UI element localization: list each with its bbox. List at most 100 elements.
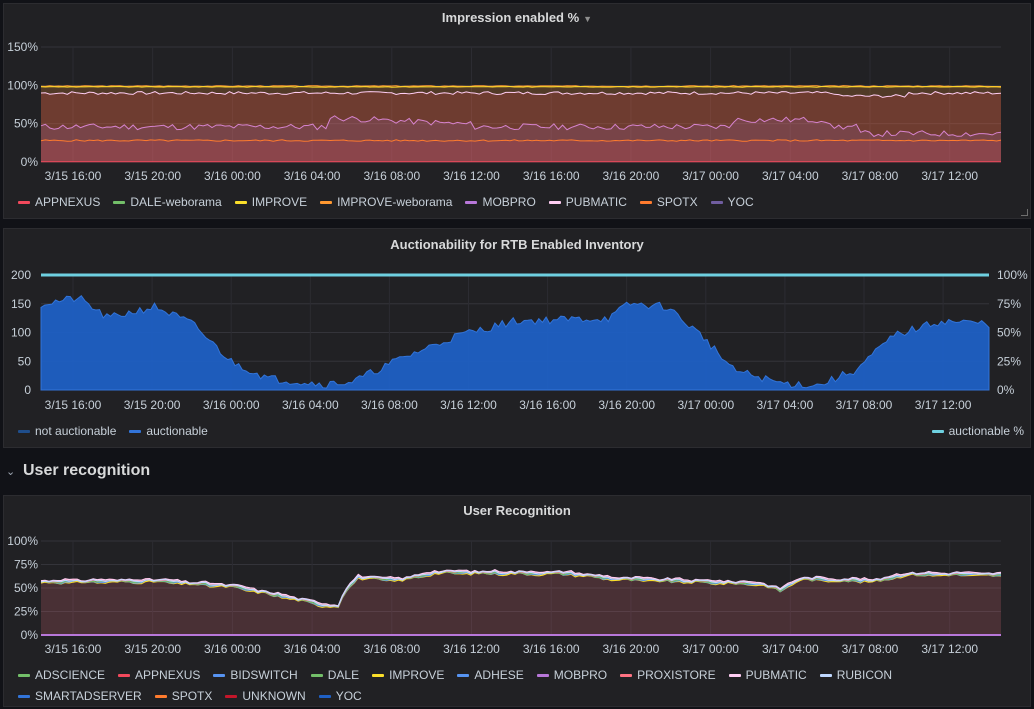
legend-item-yoc[interactable]: YOC xyxy=(710,195,754,209)
legend-swatch xyxy=(154,694,167,698)
y-tick-label: 25% xyxy=(997,354,1021,368)
auctionable-area xyxy=(40,294,990,391)
legend-item-improve[interactable]: IMPROVE xyxy=(372,668,444,682)
legend-swatch xyxy=(536,673,549,677)
legend-label: SPOTX xyxy=(656,195,698,209)
auctionability-legend-right: auctionable % xyxy=(931,424,1024,438)
x-tick-label: 3/16 08:00 xyxy=(363,169,420,183)
legend-item-pubmatic[interactable]: PUBMATIC xyxy=(548,195,627,209)
legend-swatch xyxy=(548,200,561,204)
legend-label: MOBPRO xyxy=(482,195,536,209)
x-tick-label: 3/17 12:00 xyxy=(921,642,978,656)
impression-legend: APPNEXUS DALE-weborama IMPROVE IMPROVE-webo… xyxy=(18,195,1018,209)
y-tick-label: 75% xyxy=(14,558,38,572)
impression-chart: 150% 100% 50% 0% 3/15 16:00 3/15 20:00 3/16 0… xyxy=(7,40,1002,183)
legend-label: APPNEXUS xyxy=(135,668,201,682)
chevron-down-icon[interactable]: ▼ xyxy=(583,14,593,24)
rubicon-line xyxy=(40,570,1001,607)
spotx-line xyxy=(40,139,1002,142)
x-tick-label: 3/16 16:00 xyxy=(523,169,580,183)
auctionability-legend: not auctionable auctionable xyxy=(18,424,208,438)
x-tick-label: 3/17 12:00 xyxy=(921,169,978,183)
legend-label: MOBPRO xyxy=(553,668,608,682)
legend-item-auctionable[interactable]: auctionable xyxy=(129,424,208,438)
panel-resize-handle[interactable] xyxy=(1021,209,1028,216)
legend-item-improve-weborama[interactable]: IMPROVE-weborama xyxy=(320,195,452,209)
legend-item-appnexus[interactable]: APPNEXUS xyxy=(118,668,200,682)
legend-item-spotx[interactable]: SPOTX xyxy=(639,195,698,209)
legend-item-adhese[interactable]: ADHESE xyxy=(457,668,524,682)
legend-item-unknown[interactable]: UNKNOWN xyxy=(225,689,306,703)
impression-panel: Impression enabled % ▼ 150% 100% 50% 0% 3/15… xyxy=(3,3,1031,219)
legend-item-mobpro[interactable]: MOBPRO xyxy=(536,668,608,682)
appnexus-area xyxy=(41,139,1001,162)
legend-swatch xyxy=(310,673,323,677)
legend-label: APPNEXUS xyxy=(35,195,101,209)
legend-swatch xyxy=(213,673,226,677)
legend-label: YOC xyxy=(727,195,754,209)
legend-swatch xyxy=(639,200,652,204)
legend-swatch xyxy=(620,673,633,677)
x-tick-label: 3/16 00:00 xyxy=(203,398,260,412)
user-recognition-legend: ADSCIENCE APPNEXUS BIDSWITCH DALE IMPROVE ADH… xyxy=(18,668,1018,703)
legend-item-adscience[interactable]: ADSCIENCE xyxy=(18,668,105,682)
legend-item-dale-weborama[interactable]: DALE-weborama xyxy=(113,195,222,209)
legend-label: DALE-weborama xyxy=(130,195,222,209)
y-tick-label: 50% xyxy=(997,326,1021,340)
legend-label: PUBMATIC xyxy=(745,668,807,682)
x-tick-label: 3/17 04:00 xyxy=(762,642,819,656)
legend-swatch xyxy=(457,673,470,677)
legend-item-auctionable %[interactable]: auctionable % xyxy=(931,424,1024,438)
auctionability-panel-title[interactable]: Auctionability for RTB Enabled Inventory xyxy=(390,237,644,252)
x-tick-label: 3/16 16:00 xyxy=(523,642,580,656)
legend-item-mobpro[interactable]: MOBPRO xyxy=(465,195,536,209)
y-tick-label: 200 xyxy=(11,268,31,282)
legend-swatch xyxy=(18,694,30,698)
legend-item-dale[interactable]: DALE xyxy=(310,668,359,682)
legend-label: PUBMATIC xyxy=(565,195,627,209)
legend-item-spotx[interactable]: SPOTX xyxy=(154,689,213,703)
y-tick-label: 75% xyxy=(997,297,1021,311)
legend-swatch xyxy=(129,429,142,433)
legend-swatch xyxy=(318,694,331,698)
y-tick-label: 100 xyxy=(11,326,31,340)
y-tick-label: 50% xyxy=(14,117,38,131)
legend-item-proxistore[interactable]: PROXISTORE xyxy=(620,668,716,682)
legend-swatch xyxy=(113,200,126,204)
legend-item-bidswitch[interactable]: BIDSWITCH xyxy=(213,668,298,682)
legend-item-rubicon[interactable]: RUBICON xyxy=(819,668,892,682)
legend-swatch xyxy=(118,673,131,677)
y-tick-label: 0% xyxy=(21,628,39,642)
legend-item-improve[interactable]: IMPROVE xyxy=(234,195,308,209)
user-recognition-panel-title[interactable]: User Recognition xyxy=(463,503,571,518)
legend-item-yoc[interactable]: YOC xyxy=(318,689,362,703)
x-tick-label: 3/15 20:00 xyxy=(124,169,181,183)
x-tick-label: 3/17 04:00 xyxy=(762,169,819,183)
legend-item-smartadserver[interactable]: SMARTADSERVER xyxy=(18,689,142,703)
improve-line xyxy=(40,86,1002,88)
legend-swatch xyxy=(728,673,741,677)
mobpro-area xyxy=(41,115,1001,162)
legend-label: SPOTX xyxy=(171,689,213,703)
legend-swatch xyxy=(18,429,30,433)
row-header-user-recognition[interactable]: ⌄ User recognition xyxy=(0,455,1034,491)
auctionability-panel: Auctionability for RTB Enabled Inventory… xyxy=(3,228,1031,448)
impression-panel-title[interactable]: Impression enabled % ▼ xyxy=(441,10,593,25)
chevron-down-icon[interactable]: ⌄ xyxy=(6,466,16,478)
legend-item-appnexus[interactable]: APPNEXUS xyxy=(18,195,100,209)
x-tick-label: 3/17 04:00 xyxy=(757,398,814,412)
y-tick-label: 25% xyxy=(14,605,38,619)
x-tick-label: 3/16 20:00 xyxy=(603,642,660,656)
legend-label: auctionable xyxy=(146,424,208,438)
legend-label: ADSCIENCE xyxy=(35,668,106,682)
y-tick-label: 150 xyxy=(11,297,31,311)
x-tick-label: 3/16 12:00 xyxy=(443,169,500,183)
legend-item-not auctionable[interactable]: not auctionable xyxy=(18,424,116,438)
legend-swatch xyxy=(819,673,832,677)
x-tick-label: 3/15 16:00 xyxy=(45,398,102,412)
legend-item-pubmatic[interactable]: PUBMATIC xyxy=(728,668,807,682)
legend-label: IMPROVE xyxy=(251,195,308,209)
x-tick-label: 3/15 16:00 xyxy=(45,169,102,183)
user-recognition-panel: User Recognition 100% 75% 50% 25% 0% 3/15 16… xyxy=(3,495,1031,707)
x-tick-label: 3/17 12:00 xyxy=(915,398,972,412)
